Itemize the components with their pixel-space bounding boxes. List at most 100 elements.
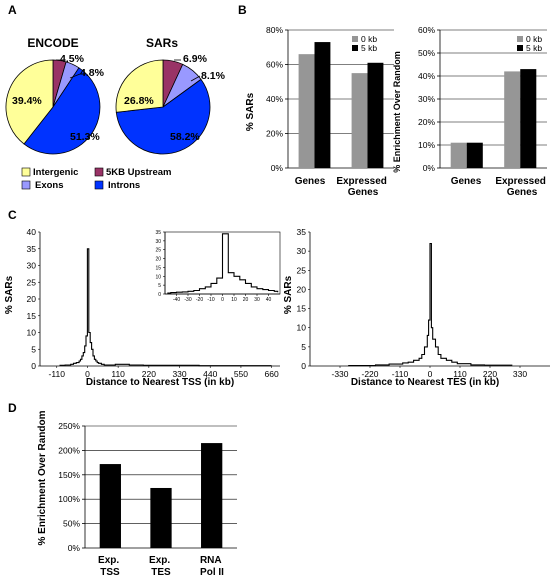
c-tss-ytick-label: 20 [27,294,37,304]
c-tss-ylabel: % SARs [4,275,15,314]
c-tss-inset-xtick-label: -10 [207,297,214,303]
c-tss-inset-ytick-label: 35 [155,230,161,236]
sars-label-intergenic: 26.8% [124,95,154,107]
c-tss-inset-ytick-label: 5 [158,283,161,289]
sars-leader-exons [190,75,201,82]
pie-legend: Intergenic 5KB Upstream Exons Introns [21,167,171,191]
d-bar-2 [201,443,223,548]
b-right-bar [504,71,521,168]
c-tss-inset-ytick-label: 10 [155,274,161,280]
d-ytick-label: 200% [58,445,80,455]
b-left-ytick-label: 80% [266,25,283,35]
sars-pie-title: SARs [146,36,178,50]
c-tes-xtick-label: -330 [331,369,348,379]
c-tss-ytick-label: 35 [27,244,37,254]
sars-slice-2 [115,78,211,155]
c-tes-xtick-label: -220 [361,369,378,379]
c-tes-xtick-label: 330 [513,369,527,379]
c-tss-inset-xtick-label: -40 [173,297,180,303]
encode-label-exons: 4.8% [80,67,105,79]
c-tss-xlabel: Distance to Nearest TSS (in kb) [86,377,234,388]
c-tss-xtick-label: -110 [49,369,66,379]
d-xlabel-tes: Exp. TES [149,555,173,578]
b-right-ytick-label: 30% [418,94,435,104]
c-tss-inset-xtick-label: 40 [266,297,272,303]
c-tss-ytick-label: 10 [27,328,37,338]
c-tss-xtick-label: 0 [85,369,90,379]
c-tss-ytick-label: 5 [31,344,36,354]
d-xlabel-tes-line2: TES [151,567,171,578]
b-left-xlabel-expressed-line1: Expressed [336,176,387,187]
d-ytick-label: 100% [58,494,80,504]
c-tes-ytick-label: 10 [297,323,307,333]
d-xlabel-tss-line1: Exp. [98,555,119,566]
c-tss-ytick-label: 25 [27,277,37,287]
b-right-xlabel-expressed-line2: Genes [507,187,538,198]
b-left-ytick-label: 40% [266,94,283,104]
c-tes-ytick-label: 30 [297,246,307,256]
d-ytick-label: 150% [58,470,80,480]
c-tss-inset-xtick-label: 30 [254,297,260,303]
b-right-legend-0kb: 0 kb [526,34,542,44]
encode-leader-exons [69,73,81,79]
b-left-ytick-label: 20% [266,129,283,139]
b-left-ylabel: % SARs [245,92,256,131]
c-tes-ytick-label: 35 [297,227,307,237]
c-tss-xtick-label: 660 [265,369,279,379]
b-left-legend-0kb: 0 kb [361,34,377,44]
d-ylabel: % Enrichment Over Random [37,410,48,545]
sars-label-exons: 8.1% [201,70,226,82]
panel-label-c: C [8,208,17,222]
b-right-bar [450,142,467,168]
b-left-xlabel-genes: Genes [295,176,326,187]
b-left-bar [367,62,384,168]
panel-label-a: A [8,3,17,17]
sars-pie-chart [115,59,211,155]
legend-label-intergenic: Intergenic [33,167,78,178]
encode-slice-2 [23,67,101,155]
encode-label-introns: 51.3% [70,131,100,143]
legend-swatch-upstream [94,167,104,177]
b-left-legend-swatch-5kb [352,45,358,51]
c-tss-inset-series-line [167,233,279,294]
c-tes-xtick-label: 110 [453,369,467,379]
c-tes-xtick-label: -110 [392,369,409,379]
c-tss-ytick-label: 15 [27,311,37,321]
panel-label-d: D [8,401,17,415]
b-left-bar [314,42,331,169]
b-left-xlabel-expressed-line2: Genes [348,187,379,198]
b-right-ytick-label: 60% [418,25,435,35]
b-right-xlabel-expressed: Expressed Genes [495,176,548,198]
b-right-xlabel-genes: Genes [451,176,482,187]
legend-label-upstream: 5KB Upstream [106,167,171,178]
c-tss-xtick-label: 550 [234,369,248,379]
b-right-ytick-label: 10% [418,140,435,150]
b-right-ytick-label: 20% [418,117,435,127]
d-bar-0 [99,464,121,548]
c-tss-inset-ytick-label: 0 [158,292,161,298]
sars-slice-3 [115,59,164,113]
c-tes-ytick-label: 20 [297,284,307,294]
c-tss-ytick-label: 30 [27,261,37,271]
b-right-ytick-label: 40% [418,71,435,81]
c-tss-series-line [59,248,272,367]
c-tss-ytick-label: 40 [27,227,37,237]
c-tes-series-line [348,242,513,367]
d-ytick-label: 0% [68,543,81,553]
c-tes-xtick-label: 220 [483,369,497,379]
c-tss-inset-xtick-label: -20 [196,297,203,303]
c-tes-ytick-label: 5 [301,342,306,352]
c-tss-chart: 0 5 10 15 20 25 30 35 40 -110 0 110 220 330 440 550 660 [27,227,280,379]
sars-label-upstream: 6.9% [183,53,208,65]
c-tes-chart: 0 5 10 15 20 25 30 35 -330 -220 -110 0 110 220 330 [297,227,550,379]
b-right-chart: 0% 10% 20% 30% 40% 50% 60% [418,25,547,173]
d-xlabel-rnapol: RNA Pol II [200,555,224,578]
b-right-xlabel-expressed-line1: Expressed [495,176,546,187]
legend-swatch-intergenic [21,167,31,177]
sars-label-introns: 58.2% [170,131,200,143]
b-right-ytick-label: 0% [423,163,436,173]
d-bar-1 [150,487,172,548]
b-right-ylabel: % Enrichment Over Random [392,51,402,173]
encode-pie-title: ENCODE [27,36,78,50]
